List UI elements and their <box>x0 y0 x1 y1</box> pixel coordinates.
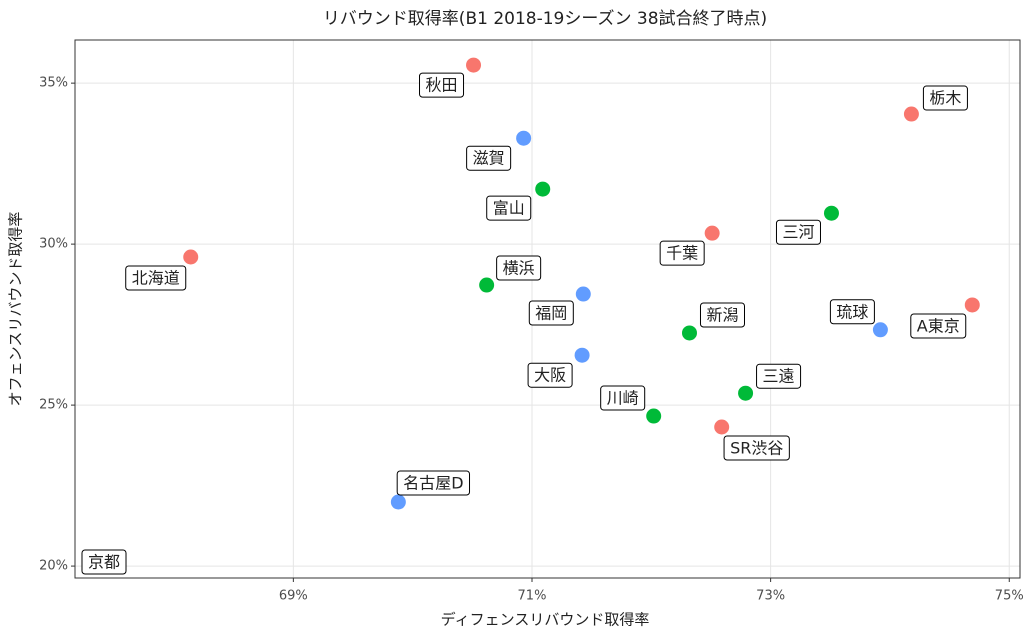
label-text: 大阪 <box>534 366 566 385</box>
x-axis-title: ディフェンスリバウンド取得率 <box>441 611 650 629</box>
point-label: 滋賀 <box>466 145 512 171</box>
point-label: 京都 <box>81 549 127 575</box>
point-label: A東京 <box>910 313 967 339</box>
label-text: 京都 <box>88 553 120 572</box>
point-label: 三河 <box>775 219 821 245</box>
point-label: 川崎 <box>600 385 646 411</box>
point <box>872 322 888 338</box>
point <box>516 130 532 146</box>
point <box>479 277 495 293</box>
point-label: 千葉 <box>659 240 705 266</box>
y-tick-label: 20% <box>39 559 68 574</box>
point-label: 福岡 <box>528 300 574 326</box>
label-text: 北海道 <box>132 269 180 288</box>
label-box <box>659 240 705 266</box>
label-text: 川崎 <box>607 389 639 408</box>
point <box>903 106 919 122</box>
y-tick-label: 35% <box>39 76 68 91</box>
label-box <box>922 85 968 111</box>
label-text: 富山 <box>493 199 525 218</box>
label-box <box>396 470 471 496</box>
point-label: 富山 <box>486 195 532 221</box>
point <box>575 286 591 302</box>
y-tick-label: 30% <box>39 237 68 252</box>
label-box <box>527 362 573 388</box>
label-box <box>910 313 967 339</box>
label-text: 横浜 <box>503 259 535 278</box>
point <box>574 347 590 363</box>
point-label: 新潟 <box>699 302 745 328</box>
point <box>714 419 730 435</box>
label-text: 三遠 <box>763 367 795 386</box>
label-text: 滋賀 <box>473 149 505 168</box>
y-axis-title: オフェンスリバウンド取得率 <box>7 212 25 407</box>
label-text: 栃木 <box>929 89 961 108</box>
x-tick-label: 69% <box>279 589 308 604</box>
point <box>738 385 754 401</box>
panel-border <box>74 39 1021 579</box>
chart-title: リバウンド取得率(B1 2018-19シーズン 38試合終了時点) <box>323 9 767 29</box>
label-text: 琉球 <box>836 302 868 321</box>
label-text: SR渋谷 <box>730 438 783 457</box>
label-box <box>486 195 532 221</box>
label-box <box>723 435 790 461</box>
label-text: 千葉 <box>666 244 698 263</box>
label-text: 三河 <box>782 223 814 242</box>
point <box>823 205 839 221</box>
label-box <box>419 72 465 98</box>
point <box>466 57 482 73</box>
label-box <box>466 145 512 171</box>
point <box>964 297 980 313</box>
label-text: 新潟 <box>706 305 738 324</box>
point <box>535 181 551 197</box>
point <box>390 494 406 510</box>
point <box>704 225 720 241</box>
point <box>646 408 662 424</box>
point-label: 大阪 <box>527 362 573 388</box>
label-box <box>775 219 821 245</box>
label-text: 秋田 <box>426 76 458 95</box>
label-box <box>81 549 127 575</box>
point-label: 栃木 <box>922 85 968 111</box>
points <box>183 57 980 510</box>
label-box <box>125 265 187 291</box>
label-box <box>496 255 542 281</box>
y-tick-label: 25% <box>39 398 68 413</box>
x-tick-label: 73% <box>756 589 785 604</box>
label-box <box>600 385 646 411</box>
point-label: 三遠 <box>756 363 802 389</box>
label-box <box>699 302 745 328</box>
point-label: SR渋谷 <box>723 435 790 461</box>
point-label: 秋田 <box>419 72 465 98</box>
x-tick-label: 75% <box>995 589 1024 604</box>
label-box <box>756 363 802 389</box>
label-text: A東京 <box>917 316 960 335</box>
label-text: 名古屋D <box>403 474 463 493</box>
point-label: 琉球 <box>829 299 875 325</box>
point <box>681 325 697 341</box>
label-text: 福岡 <box>535 304 567 323</box>
point-label: 名古屋D <box>396 470 471 496</box>
x-tick-label: 71% <box>518 589 547 604</box>
point-label: 北海道 <box>125 265 187 291</box>
label-box <box>528 300 574 326</box>
point <box>183 249 199 265</box>
point-label: 横浜 <box>496 255 542 281</box>
label-box <box>829 299 875 325</box>
